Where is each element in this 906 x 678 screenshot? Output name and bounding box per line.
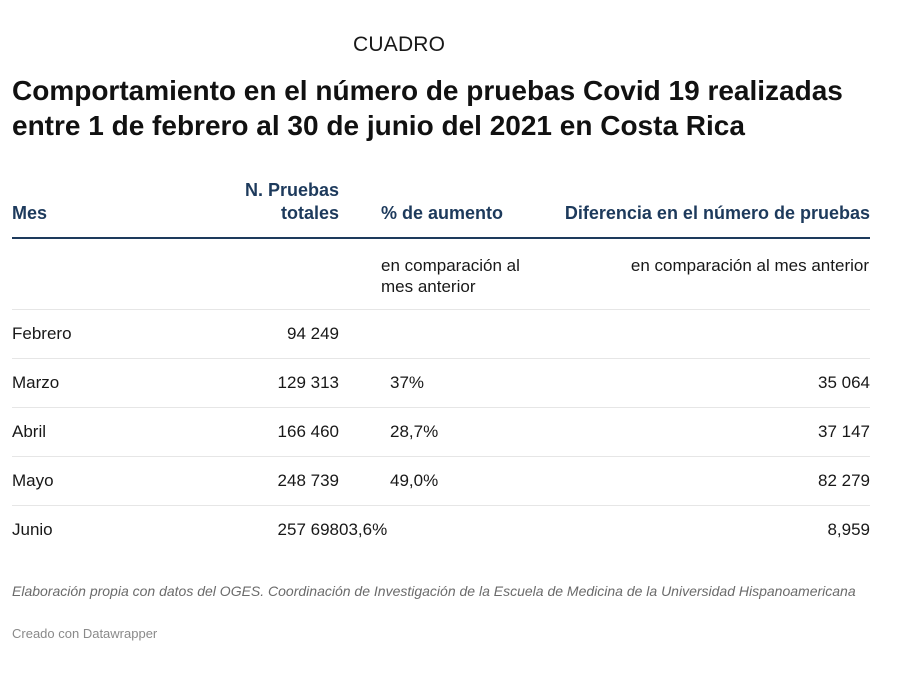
cell-mes: Febrero bbox=[12, 309, 212, 359]
cell-mes: Marzo bbox=[12, 358, 212, 408]
cell-mes: Abril bbox=[12, 407, 212, 457]
cell-aumento: 03,6% bbox=[339, 520, 388, 539]
cell-pruebas: 257 698 bbox=[277, 520, 339, 539]
cell-aumento: 49,0% bbox=[339, 456, 544, 506]
table-row: Abril 166 460 28,7% 37 147 bbox=[12, 407, 870, 457]
chart-kicker: CUADRO bbox=[353, 33, 446, 56]
data-table: Mes N. Pruebas totales % de aumento Dife… bbox=[12, 176, 870, 554]
cell-diferencia: 8,959 bbox=[827, 520, 870, 539]
cell-diferencia: 82 279 bbox=[544, 456, 870, 506]
table-row: Marzo 129 313 37% 35 064 bbox=[12, 358, 870, 408]
chart-credit: Creado con Datawrapper bbox=[12, 626, 158, 641]
cell-aumento bbox=[339, 309, 544, 359]
table-header-row: Mes N. Pruebas totales % de aumento Dife… bbox=[12, 176, 870, 239]
column-header-aumento: % de aumento bbox=[339, 176, 544, 239]
subheader-aumento: en comparación al mes anterior bbox=[339, 238, 544, 310]
cell-mes: Mayo bbox=[12, 456, 212, 506]
column-header-mes: Mes bbox=[12, 176, 212, 239]
chart-notes: Elaboración propia con datos del OGES. C… bbox=[12, 583, 856, 599]
column-header-diferencia: Diferencia en el número de pruebas bbox=[544, 176, 870, 239]
cell-pruebas: 166 460 bbox=[212, 407, 339, 457]
cell-pruebas: 248 739 bbox=[212, 456, 339, 506]
table-row: Junio 257 698 03,6% 8,959 bbox=[12, 506, 870, 555]
cell-pruebas: 94 249 bbox=[212, 309, 339, 359]
cell-diferencia: 35 064 bbox=[544, 358, 870, 408]
cell-diferencia: 37 147 bbox=[544, 407, 870, 457]
cell-mes: Junio bbox=[12, 520, 53, 539]
table-row: Febrero 94 249 bbox=[12, 309, 870, 359]
cell-aumento: 28,7% bbox=[339, 407, 544, 457]
table-subheader-row: en comparación al mes anterior en compar… bbox=[12, 238, 870, 310]
cell-pruebas: 129 313 bbox=[212, 358, 339, 408]
column-header-pruebas: N. Pruebas totales bbox=[212, 176, 339, 239]
chart-title: Comportamiento en el número de pruebas C… bbox=[12, 75, 843, 141]
cell-aumento: 37% bbox=[339, 358, 544, 408]
subheader-pruebas bbox=[212, 238, 339, 310]
subheader-diferencia: en comparación al mes anterior bbox=[544, 238, 870, 310]
cell-diferencia bbox=[544, 309, 870, 359]
table-row: Mayo 248 739 49,0% 82 279 bbox=[12, 456, 870, 506]
subheader-mes bbox=[12, 238, 212, 310]
